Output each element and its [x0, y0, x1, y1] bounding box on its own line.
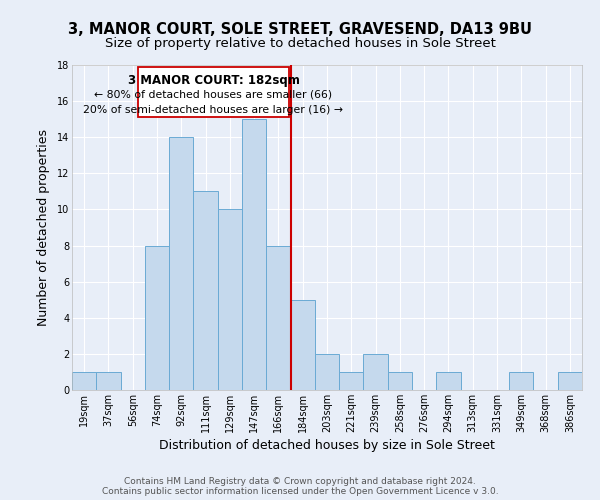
Bar [290, 300, 315, 390]
Y-axis label: Number of detached properties: Number of detached properties [37, 129, 50, 326]
Bar [509, 372, 533, 390]
Bar [266, 246, 290, 390]
FancyBboxPatch shape [137, 67, 289, 117]
Bar [242, 119, 266, 390]
Text: 20% of semi-detached houses are larger (16) →: 20% of semi-detached houses are larger (… [83, 104, 343, 115]
Text: ← 80% of detached houses are smaller (66): ← 80% of detached houses are smaller (66… [94, 90, 332, 100]
Bar [96, 372, 121, 390]
Text: Contains public sector information licensed under the Open Government Licence v : Contains public sector information licen… [101, 486, 499, 496]
Bar [364, 354, 388, 390]
Bar [339, 372, 364, 390]
X-axis label: Distribution of detached houses by size in Sole Street: Distribution of detached houses by size … [159, 439, 495, 452]
Bar [193, 192, 218, 390]
Text: Size of property relative to detached houses in Sole Street: Size of property relative to detached ho… [104, 38, 496, 51]
Bar [558, 372, 582, 390]
Bar [388, 372, 412, 390]
Bar [436, 372, 461, 390]
Bar [169, 137, 193, 390]
Text: 3, MANOR COURT, SOLE STREET, GRAVESEND, DA13 9BU: 3, MANOR COURT, SOLE STREET, GRAVESEND, … [68, 22, 532, 38]
Bar [145, 246, 169, 390]
Bar [72, 372, 96, 390]
Bar [315, 354, 339, 390]
Text: Contains HM Land Registry data © Crown copyright and database right 2024.: Contains HM Land Registry data © Crown c… [124, 478, 476, 486]
Text: 3 MANOR COURT: 182sqm: 3 MANOR COURT: 182sqm [128, 74, 299, 87]
Bar [218, 210, 242, 390]
